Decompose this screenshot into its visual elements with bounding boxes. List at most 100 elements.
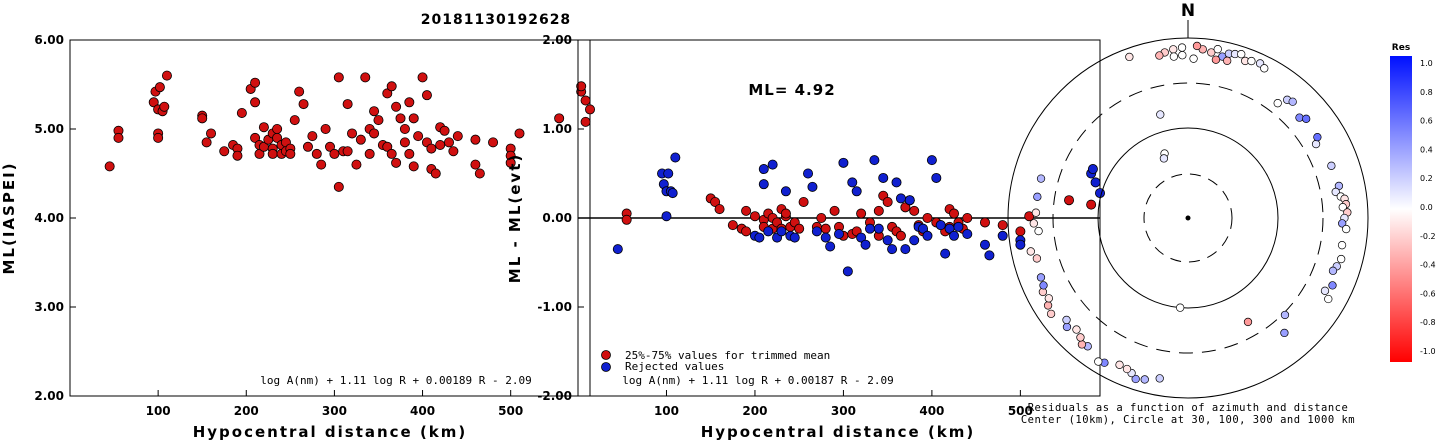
axis-ticks: 100 200 300 400 500 2.00 3.00 4.00 5.00 6.00 <box>34 33 523 418</box>
data-point <box>404 97 415 108</box>
data-point <box>505 157 516 168</box>
legend-marker-rejected <box>601 362 611 372</box>
trimmed-point <box>997 220 1008 231</box>
data-point <box>250 97 261 108</box>
rejected-point <box>935 220 946 231</box>
trimmed-point <box>962 212 973 223</box>
data-point <box>201 137 212 148</box>
station-point <box>1260 64 1269 73</box>
x-tick-label: 200 <box>742 404 767 418</box>
rejected-point <box>1090 177 1101 188</box>
data-point <box>333 72 344 83</box>
colorbar-tick-label: 0.2 <box>1420 174 1433 183</box>
station-point <box>1155 51 1164 60</box>
station-point <box>1033 192 1042 201</box>
station-point <box>1280 328 1289 338</box>
data-point <box>342 146 353 157</box>
data-point <box>386 81 397 92</box>
station-point <box>1032 254 1042 263</box>
axis-ticks: 100 200 300 400 500 -2.00 -1.00 0.00 1.00 2.00 <box>537 33 1032 418</box>
rejected-point <box>940 248 951 259</box>
trimmed-point <box>816 212 827 223</box>
data-point <box>154 82 165 93</box>
ml-vs-distance-panel: 100 200 300 400 500 2.00 3.00 4.00 5.00 6.00 log … <box>0 33 596 441</box>
rejected-point <box>667 188 678 199</box>
rejected-point <box>1015 239 1026 250</box>
data-point <box>417 72 428 83</box>
trimmed-point <box>922 212 933 223</box>
station-point <box>1115 360 1124 369</box>
data-point <box>373 115 384 126</box>
station-point <box>1273 99 1282 108</box>
station-point <box>1072 325 1081 334</box>
y-tick-label: 1.00 <box>542 122 572 136</box>
data-point <box>307 131 318 142</box>
data-point <box>382 141 393 152</box>
station-point <box>1320 286 1330 295</box>
x-axis-label: Hypocentral distance (km) <box>701 423 976 441</box>
y-tick-label: 5.00 <box>34 122 64 136</box>
data-point <box>399 137 410 148</box>
station-point <box>1039 281 1048 290</box>
data-point <box>470 134 481 145</box>
trimmed-point <box>882 196 893 207</box>
data-point <box>329 148 340 159</box>
azimuth-residual-panel: N Residuals as a function of azimuth and… <box>1007 1 1369 426</box>
ring-100km <box>1097 127 1279 309</box>
rejected-point <box>860 239 871 250</box>
y-tick-label: 3.00 <box>34 300 64 314</box>
data-point <box>580 95 591 106</box>
center-point <box>1185 215 1191 221</box>
rejected-point <box>758 164 769 175</box>
data-point <box>320 124 331 135</box>
colorbar-tick-label: -0.6 <box>1420 289 1436 298</box>
y-tick-label: 0.00 <box>542 211 572 225</box>
station-point <box>1169 52 1179 61</box>
station-point <box>1311 139 1321 149</box>
station-point <box>1327 161 1336 170</box>
data-point <box>395 113 406 124</box>
colorbar-tick-label: 1.0 <box>1420 59 1433 68</box>
x-tick-label: 400 <box>919 404 944 418</box>
data-point <box>250 77 261 88</box>
station-point <box>1176 303 1185 312</box>
trimmed-point <box>727 220 738 231</box>
rejected-point <box>878 172 889 183</box>
x-tick-label: 200 <box>234 404 259 418</box>
rejected-point <box>895 193 906 204</box>
data-point <box>369 128 380 139</box>
trimmed-point <box>1086 199 1097 210</box>
data-point <box>514 128 525 139</box>
trimmed-point <box>621 214 632 225</box>
y-tick-label: 2.00 <box>542 33 572 47</box>
station-point <box>1243 317 1253 327</box>
rejected-point <box>1095 188 1106 199</box>
data-point <box>576 81 587 92</box>
colorbar-ticks: 1.0 0.8 0.6 0.4 0.2 0.0 -0.2 -0.4 -0.6 -0.8 -1.0 <box>1420 59 1436 356</box>
data-point <box>448 146 459 157</box>
legend-marker-trimmed <box>601 350 611 360</box>
data-point <box>426 143 437 154</box>
station-point <box>1328 281 1337 290</box>
rejected-point <box>776 226 787 237</box>
rejected-point <box>803 168 814 179</box>
rejected-point <box>926 155 937 166</box>
station-point <box>1338 203 1347 212</box>
residual-vs-distance-panel: 100 200 300 400 500 -2.00 -1.00 0.00 1.00 2.00 ML… <box>506 33 1106 441</box>
station-point <box>1046 309 1056 319</box>
rejected-point <box>834 229 845 240</box>
rejected-point <box>984 250 995 261</box>
station-point <box>1131 374 1140 384</box>
trimmed-point <box>749 211 760 222</box>
station-point <box>1328 266 1338 275</box>
station-point <box>1169 45 1178 54</box>
station-point <box>1223 56 1232 65</box>
rejected-point <box>979 239 990 250</box>
data-point <box>250 132 261 143</box>
station-point <box>1237 49 1246 59</box>
rejected-point <box>882 235 893 246</box>
rejected-point <box>820 232 831 243</box>
rejected-point <box>663 168 674 179</box>
rejected-point <box>962 229 973 240</box>
data-point <box>391 157 402 168</box>
